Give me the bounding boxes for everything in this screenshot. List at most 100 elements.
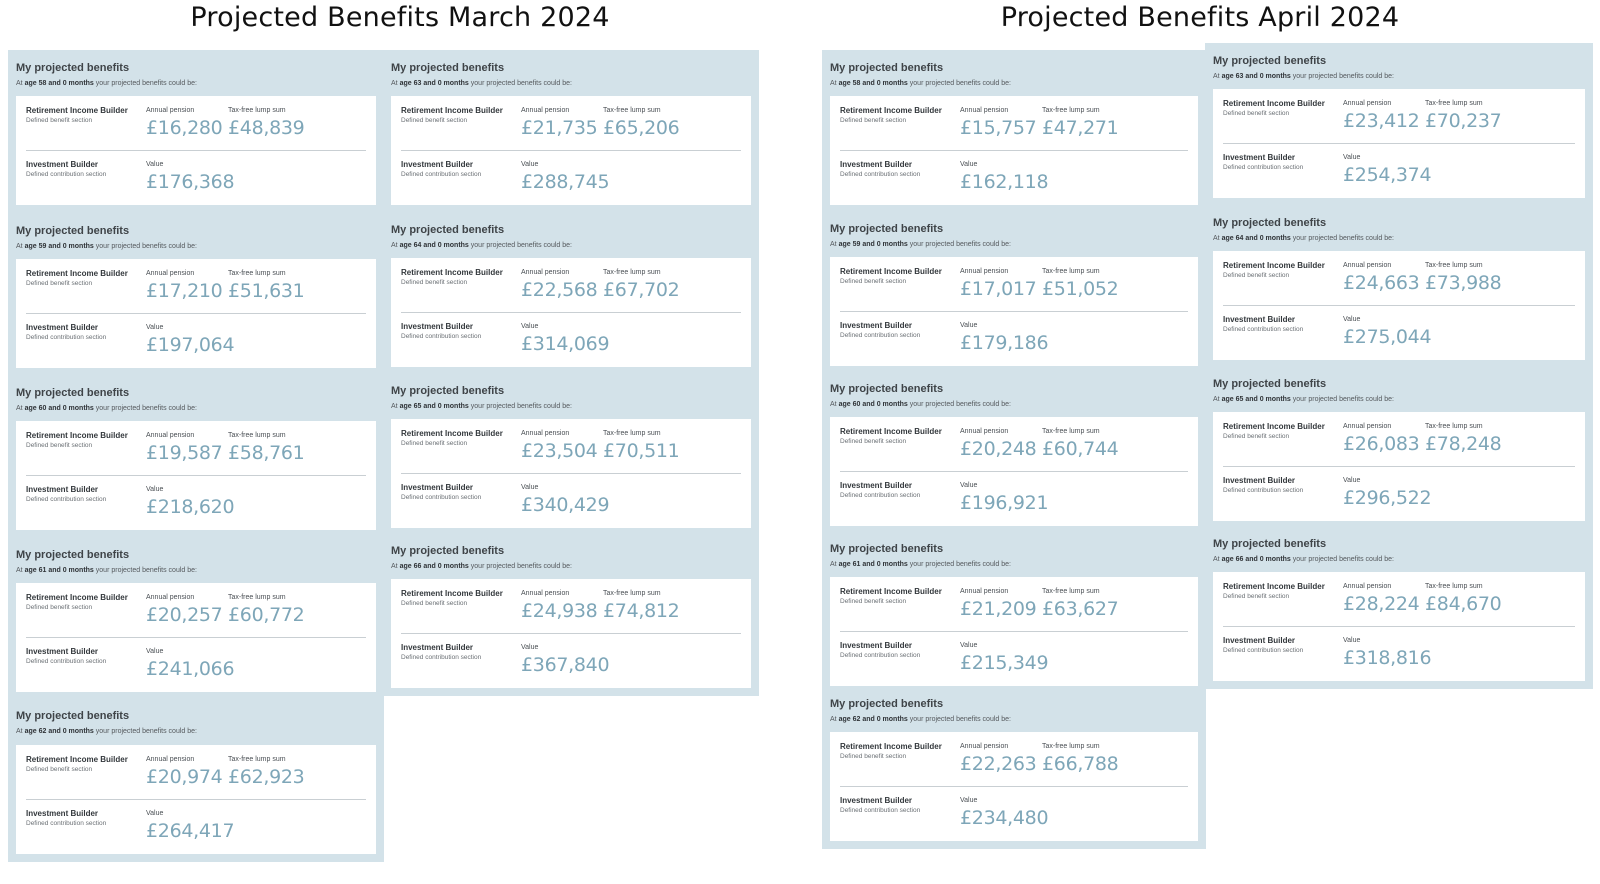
- annual-pension-value: £21,209: [960, 598, 1037, 620]
- lump-sum-label: Tax-free lump sum: [603, 269, 661, 276]
- age-prefix: At: [830, 561, 837, 568]
- projection-age: age 59 and 0 months: [838, 241, 908, 248]
- march-projection-panel: My projected benefits At age 65 and 0 mon…: [383, 373, 759, 536]
- lump-sum-value: £74,812: [603, 600, 680, 622]
- rib-title: Retirement Income Builder: [1223, 99, 1325, 108]
- ib-title: Investment Builder: [26, 809, 99, 818]
- rib-title: Retirement Income Builder: [1223, 261, 1325, 270]
- investment-builder-row: Investment Builder Defined contribution s…: [26, 809, 366, 855]
- projection-age: age 64 and 0 months: [399, 242, 469, 249]
- lump-sum-label: Tax-free lump sum: [603, 430, 661, 437]
- benefits-card: Retirement Income Builder Defined benefit…: [830, 732, 1198, 841]
- value-label: Value: [521, 323, 539, 330]
- panel-heading: My projected benefits: [1213, 378, 1327, 390]
- value-label: Value: [146, 648, 164, 655]
- investment-value: £215,349: [960, 652, 1049, 674]
- projection-age: age 66 and 0 months: [399, 563, 469, 570]
- lump-sum-label: Tax-free lump sum: [228, 107, 286, 114]
- rib-subtitle: Defined benefit section: [401, 279, 468, 286]
- annual-pension-value: £16,280: [146, 117, 223, 139]
- annual-pension-label: Annual pension: [146, 756, 195, 763]
- row-divider: [26, 475, 366, 476]
- investment-builder-row: Investment Builder Defined contribution s…: [401, 322, 741, 368]
- row-divider: [401, 312, 741, 313]
- projection-age: age 62 and 0 months: [838, 716, 908, 723]
- age-prefix: At: [830, 241, 837, 248]
- march-projection-panel: My projected benefits At age 64 and 0 mon…: [383, 212, 759, 375]
- panel-heading: My projected benefits: [16, 387, 130, 399]
- annual-pension-label: Annual pension: [960, 107, 1009, 114]
- investment-value: £264,417: [146, 820, 235, 842]
- annual-pension-label: Annual pension: [1343, 100, 1392, 107]
- april-projection-panel: My projected benefits At age 62 and 0 mon…: [822, 686, 1206, 849]
- ib-subtitle: Defined contribution section: [1223, 326, 1304, 333]
- rib-subtitle: Defined benefit section: [26, 442, 93, 449]
- value-label: Value: [146, 486, 164, 493]
- row-divider: [840, 150, 1188, 151]
- investment-value: £196,921: [960, 492, 1049, 514]
- rib-subtitle: Defined benefit section: [1223, 433, 1290, 440]
- lump-sum-value: £51,631: [228, 280, 305, 302]
- age-suffix: your projected benefits could be:: [95, 243, 197, 250]
- investment-value: £179,186: [960, 332, 1049, 354]
- april-projection-panel: My projected benefits At age 66 and 0 mon…: [1205, 526, 1593, 689]
- age-suffix: your projected benefits could be:: [95, 80, 197, 87]
- value-label: Value: [1343, 637, 1361, 644]
- age-line: At age 60 and 0 months your projected be…: [830, 400, 1198, 410]
- rib-title: Retirement Income Builder: [26, 269, 128, 278]
- row-divider: [1223, 626, 1575, 627]
- panel-heading: My projected benefits: [16, 225, 130, 237]
- rib-subtitle: Defined benefit section: [840, 117, 907, 124]
- investment-value: £288,745: [521, 171, 610, 193]
- benefits-card: Retirement Income Builder Defined benefit…: [1213, 251, 1585, 360]
- annual-pension-value: £20,257: [146, 604, 223, 626]
- rib-subtitle: Defined benefit section: [840, 753, 907, 760]
- april-projection-panel: My projected benefits At age 58 and 0 mon…: [822, 50, 1206, 213]
- age-line: At age 63 and 0 months your projected be…: [1213, 72, 1585, 82]
- value-label: Value: [521, 161, 539, 168]
- value-label: Value: [960, 322, 978, 329]
- panel-heading: My projected benefits: [1213, 538, 1327, 550]
- annual-pension-label: Annual pension: [521, 590, 570, 597]
- rib-title: Retirement Income Builder: [401, 106, 503, 115]
- ib-subtitle: Defined contribution section: [840, 492, 921, 499]
- row-divider: [401, 150, 741, 151]
- projection-age: age 65 and 0 months: [1221, 396, 1291, 403]
- annual-pension-label: Annual pension: [521, 430, 570, 437]
- retirement-income-builder-row: Retirement Income Builder Defined benefit…: [840, 742, 1188, 788]
- lump-sum-value: £73,988: [1425, 272, 1502, 294]
- investment-value: £254,374: [1343, 164, 1432, 186]
- panel-heading: My projected benefits: [16, 710, 130, 722]
- benefits-card: Retirement Income Builder Defined benefit…: [1213, 572, 1585, 681]
- ib-subtitle: Defined contribution section: [401, 333, 482, 340]
- age-line: At age 63 and 0 months your projected be…: [391, 79, 751, 89]
- retirement-income-builder-row: Retirement Income Builder Defined benefit…: [1223, 582, 1575, 628]
- value-label: Value: [960, 642, 978, 649]
- ib-title: Investment Builder: [840, 321, 913, 330]
- retirement-income-builder-row: Retirement Income Builder Defined benefit…: [401, 589, 741, 635]
- ib-title: Investment Builder: [401, 160, 474, 169]
- age-suffix: your projected benefits could be:: [95, 405, 197, 412]
- annual-pension-label: Annual pension: [521, 269, 570, 276]
- rib-title: Retirement Income Builder: [840, 427, 942, 436]
- age-line: At age 62 and 0 months your projected be…: [830, 715, 1198, 725]
- age-line: At age 58 and 0 months your projected be…: [16, 79, 376, 89]
- benefits-card: Retirement Income Builder Defined benefit…: [391, 579, 751, 688]
- benefits-card: Retirement Income Builder Defined benefit…: [1213, 89, 1585, 198]
- investment-builder-row: Investment Builder Defined contribution s…: [401, 643, 741, 689]
- rib-title: Retirement Income Builder: [26, 755, 128, 764]
- panel-heading: My projected benefits: [16, 62, 130, 74]
- annual-pension-label: Annual pension: [960, 588, 1009, 595]
- age-suffix: your projected benefits could be:: [1292, 556, 1394, 563]
- ib-title: Investment Builder: [840, 641, 913, 650]
- investment-builder-row: Investment Builder Defined contribution s…: [840, 796, 1188, 842]
- age-line: At age 64 and 0 months your projected be…: [391, 241, 751, 251]
- benefits-card: Retirement Income Builder Defined benefit…: [16, 745, 376, 854]
- panel-heading: My projected benefits: [830, 62, 944, 74]
- rib-title: Retirement Income Builder: [26, 106, 128, 115]
- investment-builder-row: Investment Builder Defined contribution s…: [1223, 315, 1575, 361]
- age-prefix: At: [16, 243, 23, 250]
- lump-sum-value: £66,788: [1042, 753, 1119, 775]
- age-prefix: At: [1213, 556, 1220, 563]
- age-suffix: your projected benefits could be:: [909, 561, 1011, 568]
